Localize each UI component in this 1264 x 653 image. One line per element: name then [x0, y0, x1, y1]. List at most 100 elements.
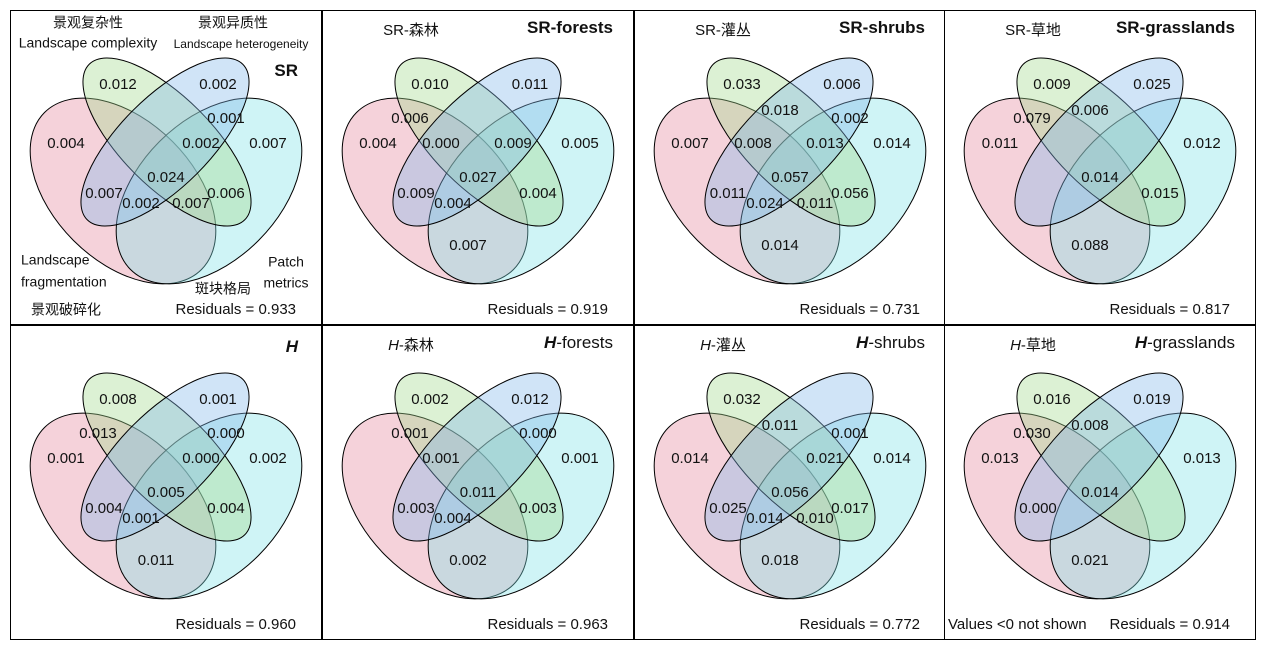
- region-value-center: 0.014: [1081, 484, 1119, 501]
- residuals-label: Residuals = 0.933: [176, 301, 297, 318]
- set-ellipse-fragmentation: [963, 97, 1151, 285]
- region-value-C: 0.011: [512, 76, 548, 93]
- venn-diagram: 0.014 0.032 0.014 0.011 0.001 0.021 0.056 0.025…: [653, 333, 927, 633]
- set-ellipse-patch: [427, 97, 615, 285]
- set-label-patch-en: Patch: [268, 254, 304, 270]
- region-value-C: 0.002: [199, 76, 237, 93]
- english-title: H-shrubs: [856, 333, 925, 352]
- chinese-title: H-草地: [1010, 337, 1056, 354]
- title-variable: H: [544, 333, 557, 352]
- chinese-title: SR-草地: [1005, 22, 1061, 39]
- region-value-CD: 0.001: [207, 110, 245, 127]
- residuals-label: Residuals = 0.960: [176, 616, 297, 633]
- english-title: H-forests: [544, 333, 613, 352]
- title-variable: SR: [695, 22, 716, 39]
- title-habitat-en: -shrubs: [868, 333, 925, 352]
- region-value-BCx: 0.000: [182, 450, 220, 467]
- chinese-title: H-森林: [388, 337, 434, 354]
- region-value-center: 0.011: [460, 484, 496, 501]
- region-value-D: 0.013: [1183, 450, 1221, 467]
- set-label-complexity-en: Landscape complexity: [19, 35, 158, 51]
- region-value-center: 0.014: [1081, 169, 1119, 186]
- english-title: SR: [274, 61, 298, 80]
- region-value-bottom: 0.011: [138, 552, 174, 569]
- title-variable: H: [856, 333, 869, 352]
- region-value-C: 0.025: [1133, 76, 1171, 93]
- set-ellipse-complexity: [706, 372, 876, 542]
- title-variable: H: [1010, 337, 1021, 354]
- region-value-A: 0.004: [359, 135, 397, 152]
- venn-panel: 0.007 0.033 0.006 0.014 0.018 0.002 0.008 0.013…: [634, 10, 946, 325]
- region-value-A: 0.014: [671, 450, 709, 467]
- region-value-center: 0.056: [771, 484, 809, 501]
- region-value-BCx: 0.013: [806, 135, 844, 152]
- region-value-CD: 0.002: [831, 110, 869, 127]
- region-value-RR: 0.006: [207, 185, 245, 202]
- region-value-B: 0.009: [1033, 76, 1071, 93]
- title-variable: SR: [383, 22, 404, 39]
- set-ellipse-heterogeneity: [392, 372, 562, 542]
- region-value-BL: 0.001: [122, 510, 160, 527]
- residuals-label: Residuals = 0.731: [800, 301, 921, 318]
- region-value-center: 0.027: [459, 169, 497, 186]
- set-ellipse-fragmentation: [963, 412, 1151, 600]
- set-ellipse-complexity: [706, 57, 876, 227]
- title-habitat-en: -grasslands: [1140, 18, 1235, 37]
- region-value-A: 0.011: [982, 135, 1018, 152]
- region-value-RR: 0.003: [519, 500, 557, 517]
- set-label-heterogeneity-cn: 景观异质性: [198, 15, 268, 31]
- region-value-D: 0.002: [249, 450, 287, 467]
- set-ellipse-heterogeneity: [392, 57, 562, 227]
- set-label-patch-cn: 斑块格局: [195, 281, 251, 297]
- region-value-RR: 0.015: [1141, 185, 1179, 202]
- set-ellipse-complexity: [82, 57, 252, 227]
- region-value-BCx: 0.009: [494, 135, 532, 152]
- set-ellipse-heterogeneity: [1014, 57, 1184, 227]
- region-value-A: 0.004: [47, 135, 85, 152]
- region-value-BL: 0.014: [746, 510, 784, 527]
- region-value-center: 0.024: [147, 169, 185, 186]
- region-value-A: 0.007: [671, 135, 709, 152]
- title-variable: SR: [527, 18, 551, 37]
- region-value-C: 0.012: [511, 391, 549, 408]
- set-ellipse-heterogeneity: [80, 372, 250, 542]
- set-ellipse-complexity: [394, 372, 564, 542]
- set-ellipse-complexity: [1016, 57, 1186, 227]
- set-label-heterogeneity-en: Landscape heterogeneity: [174, 37, 309, 51]
- region-value-BCx: 0.002: [182, 135, 220, 152]
- title-habitat-cn: -灌丛: [716, 22, 751, 39]
- region-value-BL: 0.004: [434, 510, 472, 527]
- english-title: SR-shrubs: [839, 18, 925, 37]
- region-value-BL: 0.004: [434, 195, 472, 212]
- region-value-CD: 0.001: [831, 425, 869, 442]
- region-value-D: 0.014: [873, 450, 911, 467]
- region-value-bottom: 0.018: [761, 552, 799, 569]
- set-ellipse-patch: [427, 412, 615, 600]
- set-ellipse-patch: [115, 97, 303, 285]
- region-value-LL: 0.011: [710, 185, 746, 202]
- region-value-D: 0.007: [249, 135, 287, 152]
- region-value-BR: 0.011: [797, 195, 833, 212]
- english-title: H-grasslands: [1135, 333, 1235, 352]
- title-variable: SR: [1005, 22, 1026, 39]
- region-value-RR: 0.056: [831, 185, 869, 202]
- region-value-AB: 0.001: [391, 425, 429, 442]
- set-ellipse-complexity: [394, 57, 564, 227]
- region-value-bottom: 0.088: [1071, 237, 1109, 254]
- title-variable: SR: [1116, 18, 1140, 37]
- set-ellipse-patch: [1049, 412, 1237, 600]
- region-value-LL: 0.000: [1019, 500, 1057, 517]
- residuals-label: Residuals = 0.817: [1110, 301, 1231, 318]
- residuals-label: Residuals = 0.963: [488, 616, 609, 633]
- region-value-A: 0.001: [47, 450, 85, 467]
- venn-diagram: 0.004 0.010 0.011 0.005 0.006 0.000 0.009 0.027…: [341, 18, 615, 318]
- region-value-D: 0.014: [873, 135, 911, 152]
- region-value-bottom: 0.021: [1071, 552, 1109, 569]
- region-value-RR: 0.004: [519, 185, 557, 202]
- title-habitat-cn: -森林: [404, 22, 439, 39]
- region-value-LL: 0.004: [85, 500, 123, 517]
- region-value-D: 0.005: [561, 135, 599, 152]
- region-value-center: 0.005: [147, 484, 185, 501]
- region-value-AB: 0.079: [1013, 110, 1051, 127]
